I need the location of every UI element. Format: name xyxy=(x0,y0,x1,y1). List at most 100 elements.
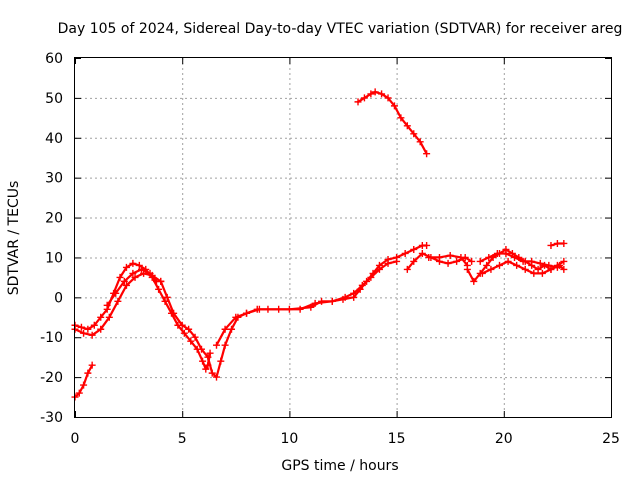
data-point xyxy=(178,321,186,329)
data-point xyxy=(206,349,214,357)
y-tick-label: -10 xyxy=(40,330,63,346)
data-point xyxy=(275,305,283,313)
data-point xyxy=(519,257,527,265)
x-tick-label: 5 xyxy=(178,431,187,447)
data-point xyxy=(367,90,375,98)
data-point xyxy=(191,333,199,341)
data-point xyxy=(114,297,122,305)
data-point xyxy=(390,102,398,110)
data-point xyxy=(199,357,207,365)
y-tick-label: 60 xyxy=(45,51,63,67)
data-point xyxy=(553,239,561,247)
data-point xyxy=(129,269,137,277)
x-axis-label: GPS time / hours xyxy=(281,458,398,474)
data-point xyxy=(232,313,240,321)
data-point xyxy=(187,337,195,345)
data-point xyxy=(403,265,411,273)
data-point xyxy=(513,261,521,269)
data-point xyxy=(243,309,251,317)
data-point xyxy=(493,249,501,257)
data-point xyxy=(221,341,229,349)
data-point xyxy=(112,289,120,297)
data-point xyxy=(560,239,568,247)
data-point xyxy=(468,257,476,265)
series-line xyxy=(215,260,398,347)
data-point xyxy=(122,263,130,271)
data-point xyxy=(560,257,568,265)
data-point xyxy=(496,261,504,269)
y-tick-label: -20 xyxy=(40,370,63,386)
data-point xyxy=(105,313,113,321)
data-point xyxy=(478,269,486,277)
data-point xyxy=(423,150,431,158)
data-point xyxy=(90,321,98,329)
data-point xyxy=(228,325,236,333)
y-tick-label: -30 xyxy=(40,410,63,426)
data-point xyxy=(197,345,205,353)
series-line xyxy=(73,262,212,371)
data-point xyxy=(185,325,193,333)
tick-layer: 0 5 10 15 20 25 -30 -20 -10 0 10 20 30 40 50 60 xyxy=(40,51,620,447)
data-point xyxy=(202,365,210,373)
data-point xyxy=(122,281,130,289)
data-point xyxy=(311,299,319,307)
data-series-track-6 xyxy=(213,257,401,349)
data-point xyxy=(418,249,426,257)
data-point xyxy=(84,325,92,333)
data-point xyxy=(77,323,85,331)
data-point xyxy=(403,122,411,130)
data-point xyxy=(103,301,111,309)
data-point xyxy=(341,293,349,301)
data-point xyxy=(375,265,383,273)
data-point xyxy=(163,293,171,301)
data-point xyxy=(560,265,568,273)
data-point xyxy=(146,269,154,277)
data-point xyxy=(504,257,512,265)
data-point xyxy=(470,277,478,285)
x-tick-label: 20 xyxy=(495,431,513,447)
data-point xyxy=(350,289,358,297)
y-tick-label: 0 xyxy=(54,290,63,306)
series-line xyxy=(479,252,559,269)
data-point xyxy=(453,257,461,265)
data-point xyxy=(255,305,263,313)
x-tick-label: 25 xyxy=(602,431,620,447)
data-point xyxy=(84,369,92,377)
x-tick-label: 15 xyxy=(388,431,406,447)
data-series-track-11 xyxy=(478,257,568,277)
data-point xyxy=(213,373,221,381)
data-point xyxy=(547,241,555,249)
data-point xyxy=(384,259,392,267)
data-point xyxy=(534,265,542,273)
data-point xyxy=(446,251,454,259)
x-tick-label: 0 xyxy=(71,431,80,447)
data-point xyxy=(410,245,418,253)
y-tick-label: 50 xyxy=(45,91,63,107)
data-point xyxy=(360,94,368,102)
data-point xyxy=(88,361,96,369)
data-point xyxy=(423,241,431,249)
data-point xyxy=(487,265,495,273)
data-point xyxy=(367,273,375,281)
data-point xyxy=(463,265,471,273)
data-point xyxy=(435,253,443,261)
data-point xyxy=(371,88,379,96)
data-series-track-12 xyxy=(476,249,561,271)
data-series-track-13 xyxy=(547,239,568,249)
y-tick-label: 30 xyxy=(45,171,63,187)
data-point xyxy=(416,138,424,146)
y-tick-label: 10 xyxy=(45,250,63,266)
x-tick-label: 10 xyxy=(280,431,298,447)
data-point xyxy=(170,309,178,317)
data-point xyxy=(129,259,137,267)
data-point xyxy=(410,130,418,138)
data-point xyxy=(97,313,105,321)
data-point xyxy=(476,257,484,265)
data-point xyxy=(378,90,386,98)
data-point xyxy=(120,277,128,285)
data-point xyxy=(328,297,336,305)
data-point xyxy=(116,273,124,281)
data-point xyxy=(384,94,392,102)
data-point xyxy=(221,325,229,333)
